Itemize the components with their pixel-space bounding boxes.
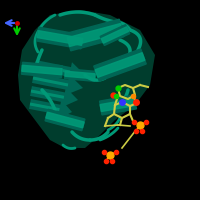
Polygon shape	[32, 73, 83, 95]
Polygon shape	[22, 65, 62, 75]
Polygon shape	[37, 27, 83, 49]
Polygon shape	[95, 53, 145, 77]
Polygon shape	[65, 71, 95, 79]
Polygon shape	[100, 25, 130, 45]
Polygon shape	[46, 112, 84, 128]
Polygon shape	[33, 77, 68, 86]
Polygon shape	[31, 90, 64, 99]
Polygon shape	[100, 99, 136, 111]
Polygon shape	[30, 103, 60, 111]
Polygon shape	[100, 95, 136, 115]
Polygon shape	[37, 31, 83, 45]
Polygon shape	[34, 60, 85, 82]
Polygon shape	[30, 86, 78, 107]
Polygon shape	[22, 62, 62, 78]
Polygon shape	[66, 19, 124, 51]
Polygon shape	[101, 27, 129, 43]
Polygon shape	[29, 99, 72, 119]
Polygon shape	[65, 69, 95, 81]
Polygon shape	[67, 24, 123, 46]
Polygon shape	[18, 10, 155, 148]
Polygon shape	[45, 109, 85, 131]
Polygon shape	[35, 64, 70, 73]
Polygon shape	[94, 49, 146, 81]
